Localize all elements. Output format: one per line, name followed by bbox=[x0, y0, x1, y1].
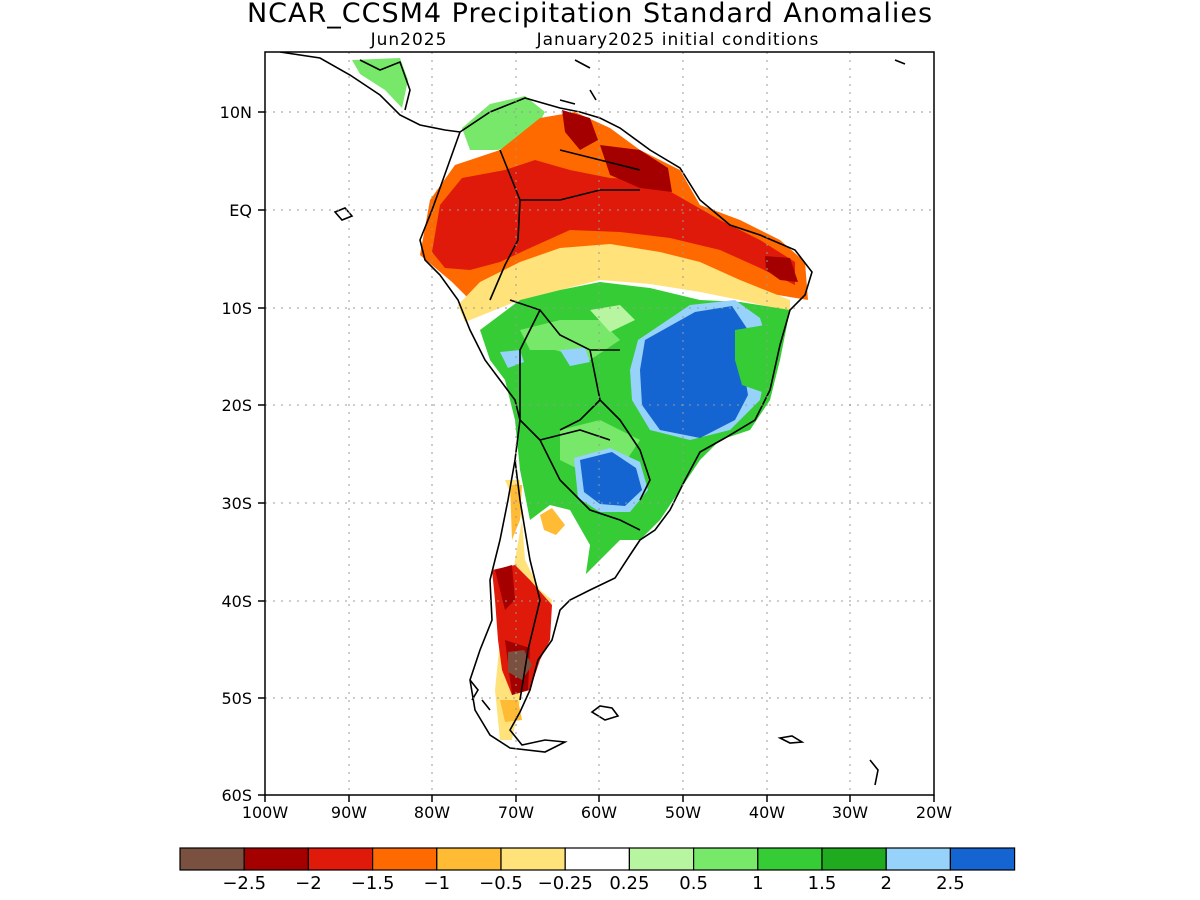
lon-tick-label: 90W bbox=[331, 803, 367, 822]
lon-tick-label: 100W bbox=[242, 803, 289, 822]
colorbar-tick-label: −1.5 bbox=[351, 873, 395, 894]
patagonia-dry-strong bbox=[495, 565, 515, 610]
colorbar-swatch bbox=[821, 847, 887, 871]
colorbar-tick-label: −0.5 bbox=[479, 873, 523, 894]
lon-tick-label: 30W bbox=[832, 803, 868, 822]
venezuela-dry-patch bbox=[562, 110, 598, 150]
peru-very-wet-patch bbox=[500, 350, 524, 368]
colorbar-tick-label: −1 bbox=[424, 873, 451, 894]
colorbar-tick-label: −2 bbox=[295, 873, 322, 894]
colorbar-swatch bbox=[757, 847, 823, 871]
colorbar-swatch bbox=[436, 847, 502, 871]
colorbar-tick-label: 1 bbox=[752, 873, 763, 894]
axis-tick-marks bbox=[258, 111, 935, 802]
colorbar-tick-label: 1.5 bbox=[808, 873, 837, 894]
colorbar-swatch bbox=[885, 847, 952, 871]
colorbar-swatch bbox=[500, 847, 566, 871]
lon-tick-label: 50W bbox=[665, 803, 701, 822]
lat-tick-label: EQ bbox=[229, 201, 252, 220]
bolivia-very-wet-patch bbox=[560, 348, 590, 366]
central-argentina-dry-patch bbox=[540, 508, 565, 535]
colorbar-tick-label: 2 bbox=[880, 873, 891, 894]
northeast-wet-patch bbox=[735, 325, 772, 392]
lat-tick-label: 50S bbox=[221, 689, 252, 708]
coastlines bbox=[279, 52, 906, 786]
lat-tick-label: 40S bbox=[221, 592, 252, 611]
lon-tick-label: 60W bbox=[581, 803, 617, 822]
lon-tick-label: 70W bbox=[498, 803, 534, 822]
colorbar-swatch bbox=[949, 847, 1016, 871]
colorbar-tick-label: −2.5 bbox=[222, 873, 266, 894]
colorbar-tick-label: 0.5 bbox=[679, 873, 708, 894]
lon-tick-label: 80W bbox=[414, 803, 450, 822]
lat-axis: 10N EQ 10S 20S 30S 40S 50S 60S bbox=[220, 103, 252, 805]
lat-tick-label: 30S bbox=[221, 494, 252, 513]
northern-dry-core bbox=[432, 160, 795, 285]
lon-tick-label: 40W bbox=[749, 803, 785, 822]
caribbean-islands bbox=[559, 59, 597, 105]
colorbar-swatch bbox=[692, 847, 759, 871]
colorbar-swatch bbox=[307, 847, 374, 871]
falkland-islands bbox=[590, 705, 620, 721]
colorbar-tick-label: 0.25 bbox=[609, 873, 649, 894]
lat-tick-label: 20S bbox=[221, 396, 252, 415]
atlantic-islands-north bbox=[894, 59, 906, 65]
extreme-wet-core-south bbox=[580, 452, 642, 506]
colorbar: −2.5 −2 −1.5 −1 −0.5 −0.25 0.25 0.5 1 1.5 2 2.5 bbox=[179, 847, 1016, 894]
pale-wet-patch bbox=[590, 305, 635, 332]
colorbar-swatch bbox=[564, 847, 631, 871]
colorbar-swatch bbox=[372, 847, 438, 871]
south-georgia bbox=[777, 735, 805, 744]
south-america-coastline bbox=[419, 97, 813, 753]
colorbar-swatch bbox=[179, 847, 245, 871]
lon-axis: 100W 90W 80W 70W 60W 50W 40W 30W 20W bbox=[242, 803, 952, 822]
lat-tick-label: 10S bbox=[221, 299, 252, 318]
tierra-del-fuego-fragments bbox=[469, 679, 491, 711]
colorbar-swatch bbox=[243, 847, 309, 871]
atlantic-islands-south bbox=[869, 759, 879, 786]
map-subtitle-initial-conditions: January2025 initial conditions bbox=[536, 30, 820, 50]
galapagos bbox=[333, 207, 354, 221]
transition-band bbox=[458, 244, 790, 322]
northeast-dry-patch bbox=[765, 256, 798, 282]
colorbar-tick-label: −0.25 bbox=[538, 873, 593, 894]
map-title: NCAR_CCSM4 Precipitation Standard Anomal… bbox=[247, 0, 933, 29]
country-borders bbox=[489, 149, 651, 701]
colorbar-swatch bbox=[628, 847, 695, 871]
lat-tick-label: 10N bbox=[220, 103, 252, 122]
andes-dry-moderate bbox=[510, 485, 522, 540]
lat-tick-label: 60S bbox=[221, 786, 252, 805]
central-america-coastline bbox=[279, 52, 461, 133]
lon-tick-label: 20W bbox=[916, 803, 952, 822]
anomaly-field bbox=[352, 58, 808, 740]
map-subtitle-month: Jun2025 bbox=[370, 30, 448, 50]
central-america-wet-area bbox=[352, 58, 408, 108]
colorbar-tick-label: 2.5 bbox=[936, 873, 965, 894]
